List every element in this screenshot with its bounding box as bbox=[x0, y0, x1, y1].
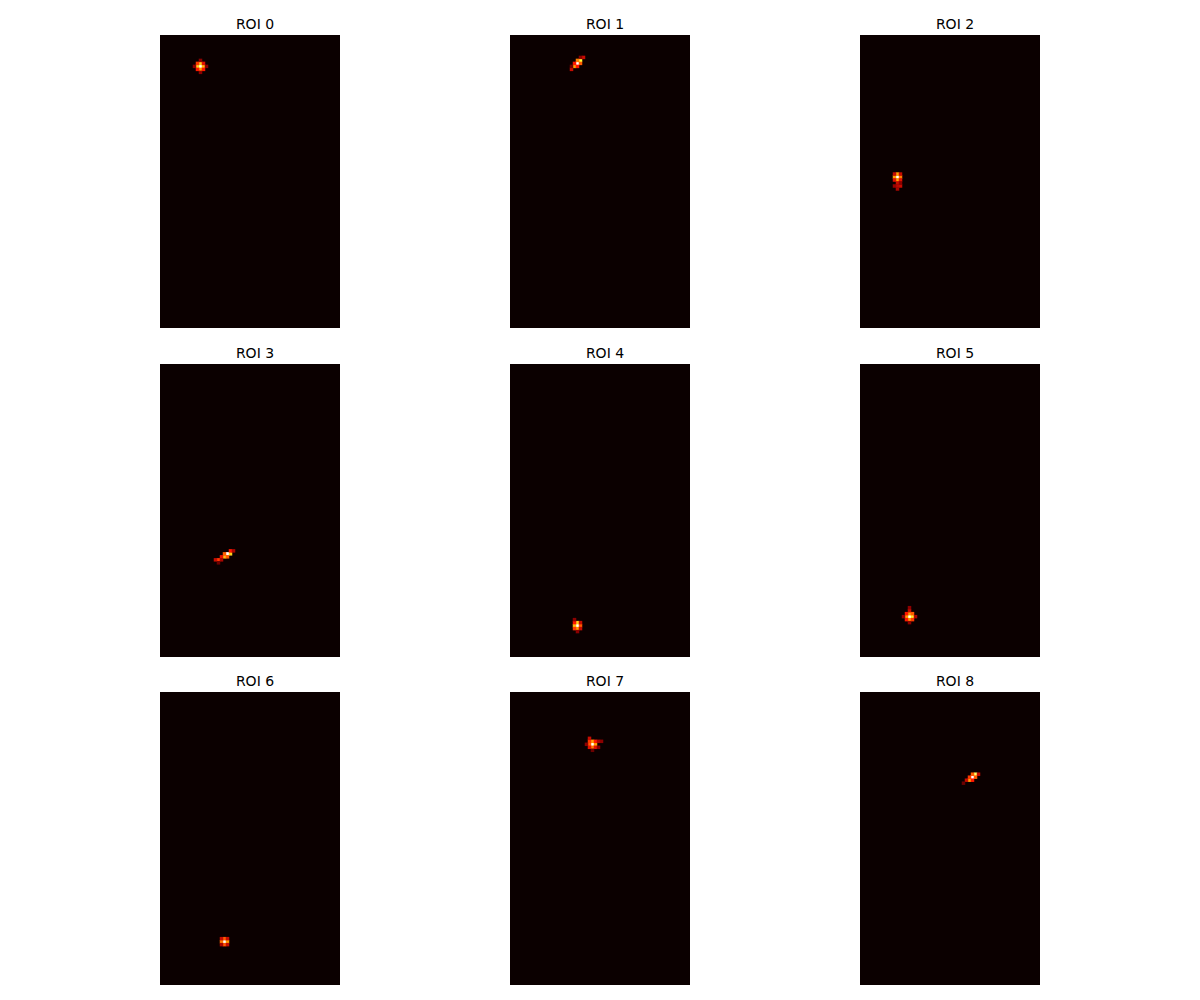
svg-text:ROI 0: ROI 0 bbox=[236, 16, 274, 32]
svg-text:ROI 8: ROI 8 bbox=[936, 673, 974, 689]
svg-text:ROI 5: ROI 5 bbox=[936, 345, 974, 361]
svg-text:ROI 6: ROI 6 bbox=[236, 673, 274, 689]
svg-text:ROI 7: ROI 7 bbox=[586, 673, 624, 689]
svg-text:ROI 3: ROI 3 bbox=[236, 345, 274, 361]
svg-text:ROI 2: ROI 2 bbox=[936, 16, 974, 32]
svg-text:ROI 1: ROI 1 bbox=[586, 16, 624, 32]
svg-text:ROI 4: ROI 4 bbox=[586, 345, 624, 361]
